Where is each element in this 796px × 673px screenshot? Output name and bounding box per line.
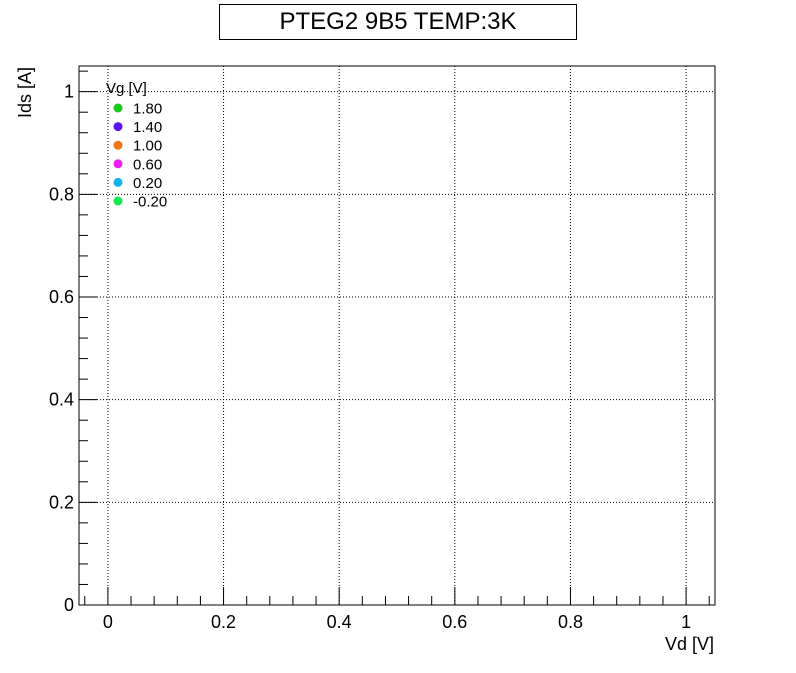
y-tick-labels: 0 0.2 0.4 0.6 0.8 1 — [49, 82, 74, 615]
y-axis-label: Ids [A] — [15, 67, 35, 118]
legend-entry-label: 1.80 — [133, 101, 162, 118]
legend-marker — [113, 103, 123, 113]
grid-lines — [79, 66, 715, 606]
x-tick-label: 0.8 — [558, 612, 583, 632]
chart-title: PTEG2 9B5 TEMP:3K — [279, 8, 517, 35]
chart-title-box: PTEG2 9B5 TEMP:3K — [219, 4, 577, 40]
y-tick-label: 0.8 — [49, 184, 74, 204]
legend-entry-label: 1.40 — [133, 119, 162, 136]
legend-entry-label: 0.20 — [133, 175, 162, 192]
x-tick-label: 0.2 — [211, 612, 236, 632]
legend-marker — [113, 122, 123, 132]
x-tick-label: 0.4 — [327, 612, 352, 632]
y-axis-ticks — [79, 70, 97, 606]
legend-entry-label: 0.60 — [133, 156, 162, 173]
y-tick-label: 1 — [64, 82, 74, 102]
x-tick-label: 1 — [681, 612, 691, 632]
legend-title: Vg [V] — [106, 80, 147, 97]
legend: Vg [V] 1.801.40 1.000.60 0.20 -0.20 — [106, 80, 167, 211]
y-tick-label: 0.6 — [49, 287, 74, 307]
plot-frame — [78, 65, 716, 606]
y-tick-label: 0.2 — [49, 492, 74, 512]
legend-entry-label: 1.00 — [133, 138, 162, 155]
x-tick-label: 0.6 — [442, 612, 467, 632]
legend-entry-label: -0.20 — [133, 194, 167, 211]
x-axis-ticks — [84, 587, 710, 605]
y-tick-label: 0 — [64, 595, 74, 615]
legend-marker — [113, 159, 123, 169]
legend-marker — [113, 196, 123, 206]
legend-marker — [113, 177, 123, 187]
legend-marker — [113, 140, 123, 150]
x-tick-label: 0 — [103, 612, 113, 632]
x-axis-label: Vd [V] — [665, 634, 714, 654]
x-tick-labels: 0 0.2 0.4 0.6 0.8 1 — [103, 612, 691, 632]
y-tick-label: 0.4 — [49, 390, 74, 410]
